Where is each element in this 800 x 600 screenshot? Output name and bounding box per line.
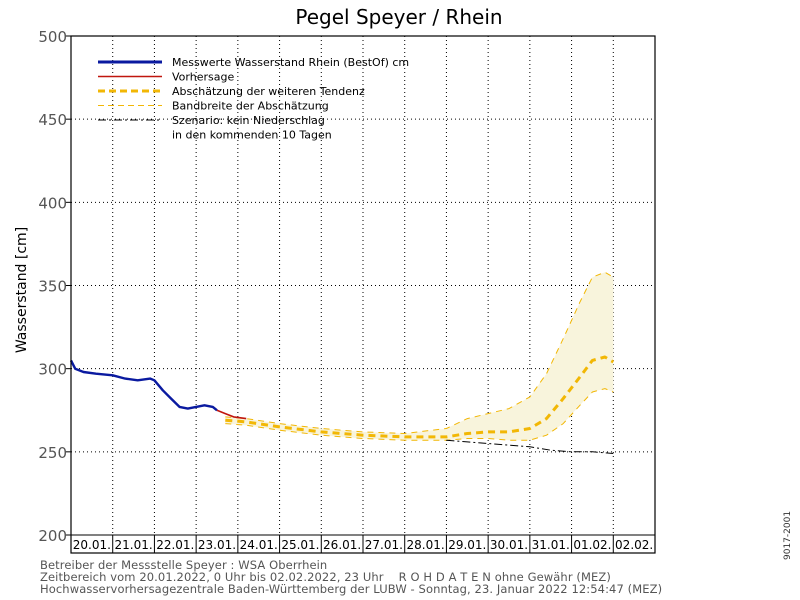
x-tick-label: 25.01. [281,538,319,552]
measured-series-line [69,359,218,412]
footer-issuer: Hochwasservorhersagezentrale Baden-Württ… [40,582,663,596]
forecast-series-line [216,409,247,420]
x-tick-label: 31.01. [532,538,570,552]
y-tick-label: 350 [38,278,67,296]
legend-label: Messwerte Wasserstand Rhein (BestOf) cm [172,56,409,69]
x-tick-label: 27.01. [365,538,403,552]
y-tick-label: 400 [38,194,67,212]
scenario-series-line [446,439,614,454]
grid-layer [71,36,655,553]
chart-title: Pegel Speyer / Rhein [295,5,502,29]
legend-label: Szenario: kein Niederschlag [172,114,325,127]
x-tick-label: 24.01. [240,538,278,552]
y-tick-label: 250 [38,444,67,462]
legend: Messwerte Wasserstand Rhein (BestOf) cm V… [98,56,409,142]
x-tick-label: 21.01. [114,538,152,552]
legend-label: Vorhersage [172,71,234,84]
x-tick-label: 22.01. [156,538,194,552]
y-tick-label: 500 [38,28,67,46]
x-tick-label: 28.01. [406,538,444,552]
legend-label: Abschätzung der weiteren Tendenz [172,85,365,98]
footer-time-range: Zeitbereich vom 20.01.2022, 0 Uhr bis 02… [40,570,611,584]
data-layer [69,271,615,454]
x-tick-label: 01.02. [573,538,611,552]
y-tick-label: 450 [38,111,67,129]
band-lower-line [225,388,614,441]
plot-frame [70,35,656,554]
legend-label: in den kommenden 10 Tagen [172,129,332,142]
x-tick-label: 26.01. [323,538,361,552]
x-tick-label: 29.01. [448,538,486,552]
x-tick-label: 20.01. [73,538,111,552]
band-upper-line [225,271,614,434]
y-axis-label: Wasserstand [cm] [14,227,30,353]
axis-layer: 200 250 300 350 400 450 500 20.01. 21.01. 22.01. 2… [38,28,656,554]
legend-label: Bandbreite der Abschätzung [172,100,329,113]
x-tick-label: 30.01. [490,538,528,552]
side-code: 9017-2001 [783,510,793,560]
trend-series-line [225,355,615,439]
footer-operator: Betreiber der Messstelle Speyer : WSA Ob… [40,558,328,572]
x-tick-label: 23.01. [198,538,236,552]
y-tick-label: 300 [38,361,67,379]
x-tick-label: 02.02. [615,538,653,552]
y-tick-label: 200 [38,527,67,545]
plot-area [71,36,655,553]
